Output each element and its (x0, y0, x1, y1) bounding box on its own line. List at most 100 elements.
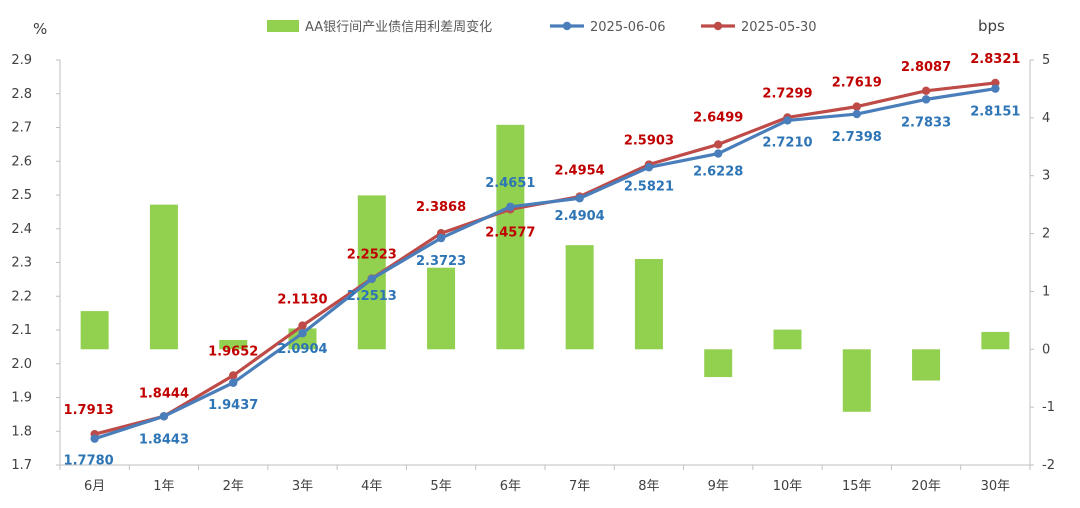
x-tick-label: 30年 (981, 479, 1011, 494)
data-label: 2.7619 (832, 76, 882, 91)
left-tick-label: 2.6 (11, 154, 32, 169)
x-tick-label: 6月 (84, 479, 105, 494)
series-point (367, 274, 376, 284)
x-tick-label: 4年 (361, 479, 382, 494)
series-point (159, 412, 169, 421)
data-label: 2.8321 (970, 52, 1020, 67)
bar (427, 267, 456, 350)
x-tick-label: 5年 (430, 479, 451, 494)
legend-entry: 2025-05-30 (741, 20, 817, 35)
data-label: 2.6228 (693, 165, 743, 180)
right-tick-label: -1 (1042, 400, 1055, 415)
data-label: 2.7210 (762, 135, 812, 150)
data-label: 2.2523 (347, 248, 397, 263)
data-label: 2.4904 (555, 209, 605, 224)
bar (912, 349, 941, 381)
left-tick-label: 1.7 (11, 458, 32, 473)
data-label: 2.8151 (970, 105, 1020, 120)
x-tick-label: 9年 (708, 479, 729, 494)
data-label: 2.4954 (555, 164, 605, 179)
bar (80, 311, 109, 350)
series-point (714, 140, 723, 149)
series-point (229, 371, 238, 380)
bar (219, 340, 248, 350)
series-point (991, 84, 1000, 93)
right-tick-label: 0 (1042, 342, 1050, 357)
series-point (436, 233, 446, 243)
series-point (991, 78, 1000, 88)
axis-labels: 1.7 1.8 1.9 2.0 2.1 2.2 2.3 2.4 2.5 2.6 2.7 2.8 2.9 -… (11, 17, 1055, 494)
bar (565, 245, 594, 350)
series-point (229, 378, 238, 387)
bar (773, 329, 802, 350)
data-label: 2.2513 (347, 289, 397, 304)
legend-entry: AA银行间产业债信用利差周变化 (305, 19, 492, 35)
data-label: 1.7780 (64, 454, 114, 469)
x-tick-label: 20年 (911, 479, 941, 494)
data-label: 1.9437 (208, 398, 258, 413)
series-point (921, 86, 931, 96)
left-tick-label: 2.1 (11, 323, 32, 338)
data-labels: 1.7780 1.8443 1.9437 2.0904 2.2513 2.3723 2.46… (64, 52, 1021, 469)
series-point (298, 321, 307, 330)
bar (634, 259, 663, 350)
left-tick-label: 2.4 (11, 222, 32, 237)
legend: AA银行间产业债信用利差周变化 2025-06-06 2025-05-30 (267, 19, 817, 35)
left-tick-label: 2.8 (11, 87, 32, 102)
x-tick-label: 2年 (223, 479, 244, 494)
right-tick-label: 5 (1042, 53, 1050, 68)
legend-swatch-marker (713, 21, 723, 31)
x-tick-label: 10年 (773, 479, 803, 494)
right-tick-label: 1 (1042, 284, 1050, 299)
series-point (714, 149, 723, 158)
series-point (298, 329, 307, 338)
bar (149, 204, 178, 350)
bar-series (80, 124, 1010, 412)
data-label: 2.3868 (416, 200, 466, 215)
series-point (783, 116, 792, 125)
bar (981, 331, 1010, 350)
series-point (575, 194, 584, 203)
series-line (94, 87, 996, 441)
legend-swatch-marker (562, 21, 572, 31)
series-point (644, 163, 654, 172)
x-tick-label: 6年 (500, 479, 521, 494)
right-tick-label: 4 (1042, 111, 1050, 126)
data-label: 1.8444 (139, 386, 189, 401)
line-series (90, 78, 1000, 443)
left-tick-label: 2.7 (11, 121, 32, 136)
bar (288, 328, 317, 350)
data-label: 2.5821 (624, 179, 674, 194)
x-tick-label: 1年 (153, 479, 174, 494)
left-tick-label: 2.0 (11, 357, 32, 372)
data-label: 2.8087 (901, 60, 951, 75)
series-point (506, 202, 515, 211)
left-tick-label: 1.8 (11, 424, 32, 439)
data-label: 2.0904 (277, 342, 327, 357)
data-label: 1.7913 (64, 403, 114, 418)
bar (496, 124, 525, 350)
left-tick-label: 1.9 (11, 391, 32, 406)
x-tick-label: 7年 (569, 479, 590, 494)
series-point (852, 102, 861, 111)
legend-entry: 2025-06-06 (590, 20, 666, 35)
left-axis-unit: % (33, 20, 47, 38)
data-label: 2.7398 (832, 130, 882, 145)
x-tick-label: 15年 (842, 479, 872, 494)
left-tick-label: 2.5 (11, 188, 32, 203)
data-label: 2.4577 (485, 225, 535, 240)
x-tick-label: 8年 (638, 479, 659, 494)
left-tick-label: 2.9 (11, 53, 32, 68)
right-tick-label: -2 (1042, 458, 1055, 473)
series-point (852, 109, 861, 119)
data-label: 1.8443 (139, 432, 189, 447)
data-label: 2.7833 (901, 115, 951, 130)
data-label: 2.6499 (693, 110, 743, 125)
data-label: 2.3723 (416, 254, 466, 269)
axes-frame (56, 59, 1034, 470)
right-axis-unit: bps (978, 17, 1005, 35)
left-tick-label: 2.3 (11, 256, 32, 271)
data-label: 2.1130 (277, 293, 327, 308)
series-point (921, 95, 931, 104)
